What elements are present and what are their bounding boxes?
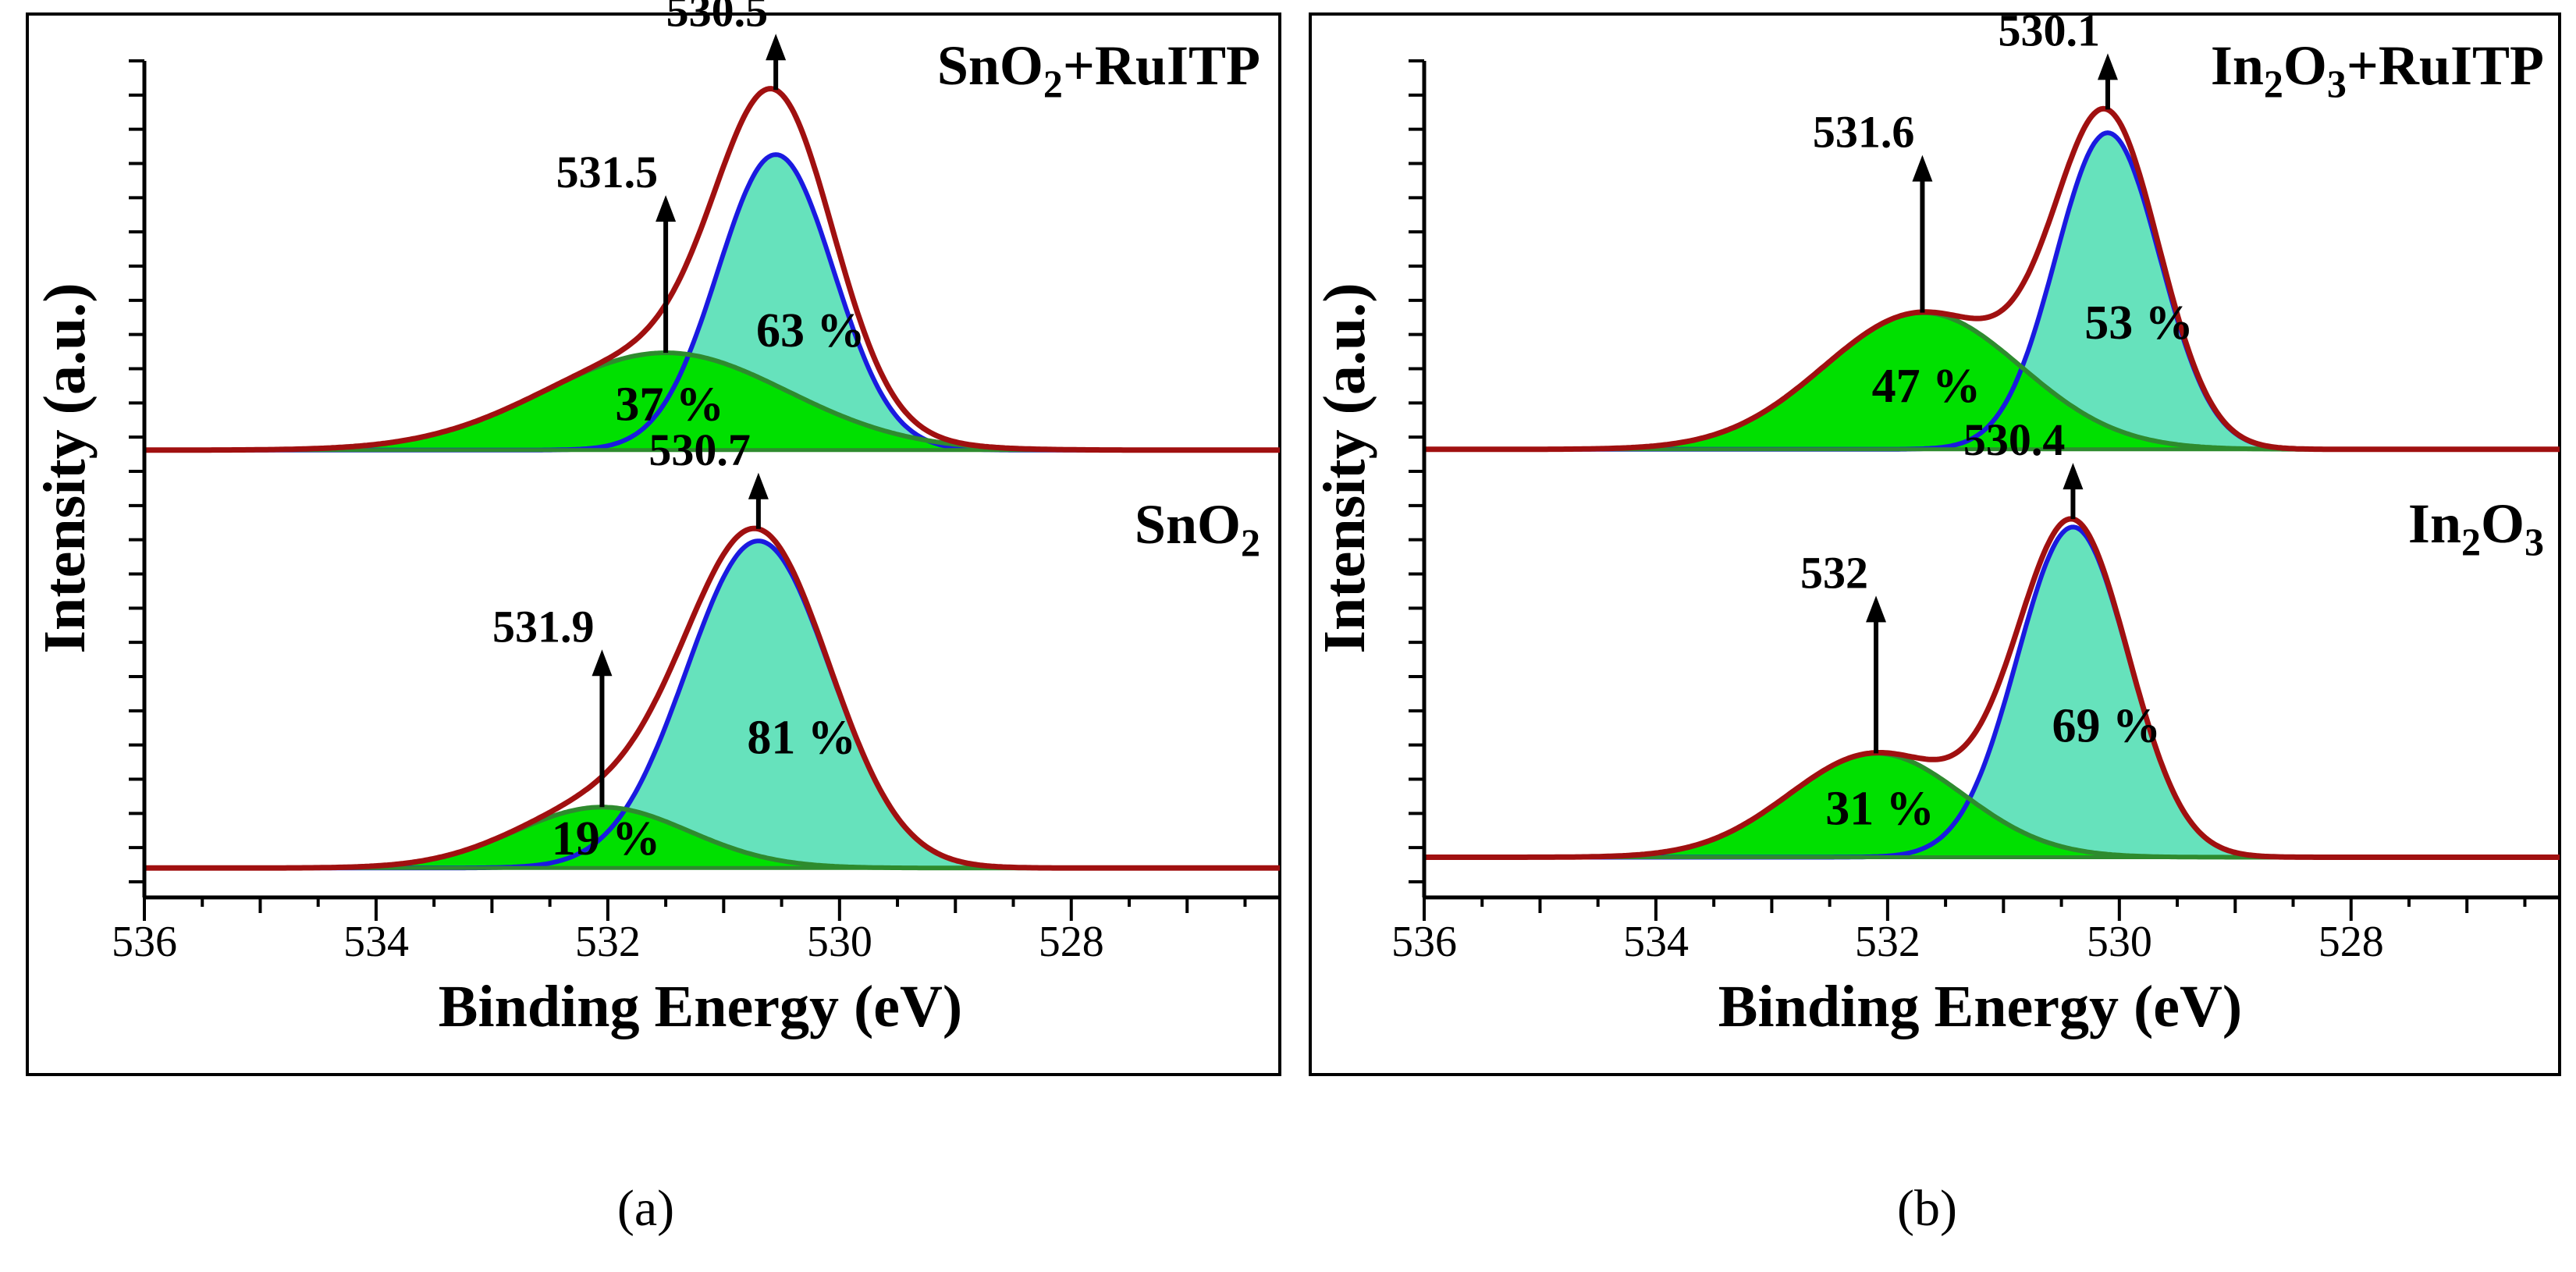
percent-label-high-be: 31 % bbox=[1825, 783, 1935, 836]
sample-label-subscript: 3 bbox=[2327, 62, 2347, 105]
peak-position-label: 530.4 bbox=[1963, 414, 2066, 465]
sample-label-text: O bbox=[2283, 34, 2327, 97]
y-axis-title: Intensity (a.u.) bbox=[1312, 282, 1377, 653]
percent-label-high-be: 37 % bbox=[615, 378, 724, 432]
peak-position-label: 532 bbox=[1800, 547, 1868, 598]
peak-arrow-head bbox=[766, 34, 787, 61]
peak-position-label: 531.5 bbox=[556, 147, 659, 197]
x-tick-label: 530 bbox=[2087, 918, 2152, 966]
peak-position-label: 531.9 bbox=[492, 601, 595, 652]
sample-label-subscript: 3 bbox=[2524, 520, 2544, 563]
component-area-low-be bbox=[1424, 527, 2560, 858]
panel-label: (b) bbox=[1897, 1180, 1957, 1237]
x-axis-title: Binding Energy (eV) bbox=[439, 974, 962, 1039]
sample-label-text: In bbox=[2408, 492, 2461, 555]
panel-frame bbox=[1309, 12, 2561, 1076]
sample-label-subscript: 2 bbox=[2264, 62, 2283, 105]
spectrum-sno2: 19 % 81 % 531.9 530.7 SnO2 bbox=[144, 425, 1280, 871]
sample-label: SnO2+RuITP bbox=[937, 34, 1260, 105]
peak-arrow-head bbox=[1912, 155, 1933, 182]
component-area-high-be bbox=[144, 807, 1280, 869]
peak-arrow-head bbox=[748, 472, 769, 499]
sample-label-subscript: 2 bbox=[1241, 521, 1260, 564]
x-tick-label: 528 bbox=[2318, 918, 2384, 966]
sample-label: SnO2 bbox=[1135, 493, 1260, 564]
peak-arrow-head bbox=[592, 649, 613, 677]
percent-label-low-be: 69 % bbox=[2052, 699, 2161, 752]
spectrum-in2o3: 31 % 69 % 532 530.4 In2O3 bbox=[1424, 414, 2560, 860]
sample-label-text: +RuITP bbox=[1063, 34, 1260, 97]
sample-label: In2O3 bbox=[2408, 492, 2544, 563]
sample-label-text: O bbox=[2481, 492, 2524, 555]
sample-label-subscript: 2 bbox=[1043, 62, 1063, 105]
x-tick-label: 532 bbox=[1855, 918, 1920, 966]
panel-frame bbox=[26, 12, 1281, 1076]
peak-position-label: 531.6 bbox=[1813, 107, 1915, 158]
peak-position-label: 530.7 bbox=[648, 425, 751, 475]
x-tick-label: 530 bbox=[807, 918, 872, 966]
x-axis-title: Binding Energy (eV) bbox=[1718, 974, 2242, 1039]
envelope-curve bbox=[1424, 516, 2560, 860]
percent-label-low-be: 81 % bbox=[747, 712, 856, 765]
percent-label-high-be: 19 % bbox=[552, 812, 661, 865]
peak-arrow-head bbox=[656, 195, 677, 222]
peak-arrow-head bbox=[1866, 595, 1887, 623]
envelope-curve bbox=[1424, 105, 2560, 453]
x-tick-label: 536 bbox=[1391, 918, 1457, 966]
x-tick-label: 528 bbox=[1039, 918, 1104, 966]
panel-label: (a) bbox=[617, 1180, 674, 1237]
x-tick-label: 532 bbox=[575, 918, 641, 966]
percent-label-high-be: 47 % bbox=[1872, 360, 1981, 413]
spectrum-sno2-ruitp: 37 % 63 % 531.5 530.5 SnO2+RuITP bbox=[144, 0, 1280, 453]
x-tick-label: 534 bbox=[343, 918, 409, 966]
envelope-curve bbox=[144, 86, 1280, 453]
sample-label-text: +RuITP bbox=[2347, 34, 2544, 97]
peak-position-label: 530.5 bbox=[666, 0, 769, 36]
sample-label-text: In bbox=[2211, 34, 2264, 97]
sample-label-text: SnO bbox=[1135, 493, 1241, 556]
component-area-low-be bbox=[144, 155, 1280, 450]
component-area-high-be bbox=[1424, 753, 2560, 858]
percent-label-low-be: 63 % bbox=[756, 304, 865, 357]
sample-label-text: SnO bbox=[937, 34, 1043, 97]
component-area-low-be bbox=[144, 541, 1280, 869]
sample-label: In2O3+RuITP bbox=[2211, 34, 2544, 105]
x-tick-label: 534 bbox=[1623, 918, 1689, 966]
y-axis-title: Intensity (a.u.) bbox=[32, 282, 98, 653]
percent-label-low-be: 53 % bbox=[2084, 297, 2194, 350]
spectrum-in2o3-ruitp: 47 % 53 % 531.6 530.1 In2O3+RuITP bbox=[1424, 5, 2560, 453]
peak-arrow-head bbox=[2097, 53, 2118, 80]
envelope-curve bbox=[144, 525, 1280, 871]
sample-label-subscript: 2 bbox=[2461, 520, 2481, 563]
peak-arrow-head bbox=[2063, 463, 2084, 490]
x-tick-label: 536 bbox=[112, 918, 177, 966]
component-area-high-be bbox=[1424, 312, 2560, 449]
component-area-high-be bbox=[144, 353, 1280, 450]
peak-position-label: 530.1 bbox=[1998, 5, 2100, 55]
